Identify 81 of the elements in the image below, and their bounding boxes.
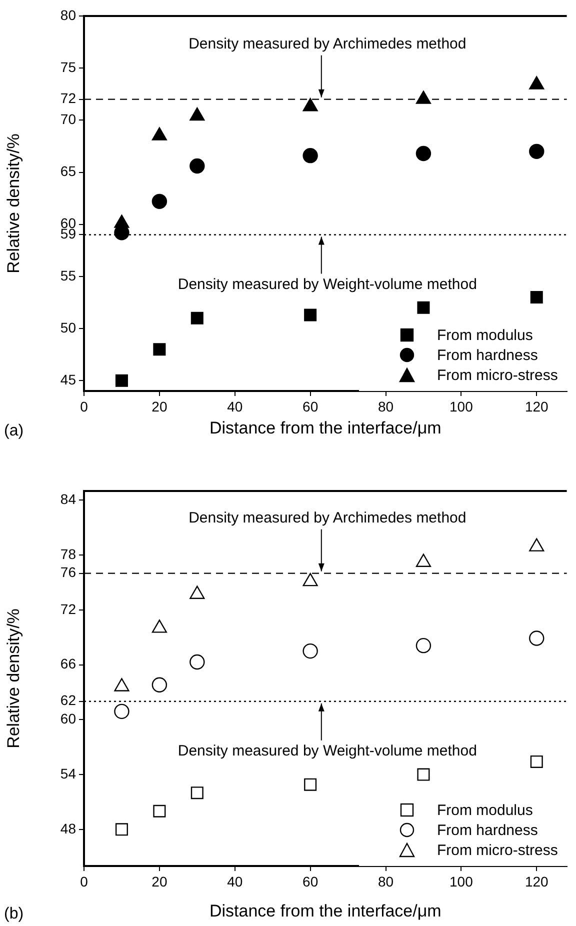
y-axis-title: Relative density/%: [4, 134, 23, 274]
point: [190, 107, 205, 121]
legend-label: From micro-stress: [437, 366, 558, 384]
point: [529, 630, 544, 646]
point: [302, 572, 318, 586]
y-tick-label: 62: [60, 692, 76, 708]
x-tick-label: 80: [378, 873, 394, 890]
x-tick-label: 100: [450, 873, 474, 890]
y-tick-label: 45: [60, 371, 76, 388]
y-tick-label: 54: [60, 765, 76, 782]
ref-line-label: Density measured by Weight-volume method: [178, 742, 477, 760]
point: [529, 538, 544, 552]
x-tick-label: 20: [152, 398, 168, 414]
y-tick-label: 80: [60, 6, 76, 23]
y-tick-label: 50: [60, 319, 76, 336]
x-tick-label: 60: [302, 398, 318, 414]
point: [114, 704, 130, 720]
point: [152, 194, 168, 210]
legend-label: From modulus: [437, 802, 533, 818]
point: [153, 804, 166, 818]
point: [530, 290, 543, 304]
x-tick-label: 0: [80, 873, 88, 890]
x-tick-label: 120: [524, 873, 549, 890]
point: [302, 98, 318, 112]
legend-label: From hardness: [437, 822, 538, 838]
y-tick-label: 84: [60, 491, 76, 508]
y-tick-label: 65: [60, 163, 76, 180]
x-tick-label: 40: [227, 398, 243, 414]
point: [416, 638, 432, 654]
y-tick-label: 72: [60, 90, 76, 106]
y-tick-label: 75: [60, 58, 76, 75]
point: [529, 144, 544, 160]
y-tick-label: 70: [60, 111, 76, 128]
text: (b): [4, 905, 24, 922]
point: [529, 76, 544, 90]
point: [417, 301, 430, 314]
ref-line-label: Density measured by Archimedes method: [188, 509, 466, 526]
ref-line-label: Density measured by Weight-volume method: [178, 276, 477, 293]
point: [190, 654, 205, 670]
x-tick-label: 40: [227, 873, 243, 890]
point: [115, 823, 128, 836]
y-tick-label: 76: [60, 564, 76, 580]
y-tick-label: 72: [60, 600, 76, 617]
x-tick-label: 20: [152, 873, 168, 890]
point: [302, 148, 318, 164]
point: [115, 374, 128, 387]
point: [304, 308, 317, 322]
point: [153, 343, 166, 356]
y-tick-label: 78: [60, 546, 76, 562]
x-tick-label: 0: [80, 398, 88, 414]
y-tick-label: 48: [60, 820, 76, 836]
ref-line-label: Density measured by Archimedes method: [188, 35, 466, 52]
point: [530, 755, 543, 768]
x-tick-label: 80: [378, 398, 394, 414]
point: [152, 620, 167, 633]
point: [114, 678, 130, 692]
x-tick-label: 60: [302, 873, 318, 890]
y-tick-label: 66: [60, 656, 76, 672]
point: [416, 90, 431, 104]
text: (a): [4, 422, 24, 440]
point: [190, 158, 205, 174]
point: [416, 146, 432, 162]
point: [304, 778, 317, 791]
x-tick-label: 100: [450, 398, 474, 414]
point: [417, 768, 430, 781]
point: [190, 312, 204, 324]
x-axis-title: Distance from the interface/μm: [209, 418, 442, 438]
x-axis-title: Distance from the interface/μm: [209, 901, 442, 920]
point: [416, 554, 431, 567]
point: [302, 643, 318, 659]
point: [152, 127, 167, 140]
point: [152, 677, 168, 693]
y-tick-label: 60: [60, 710, 76, 727]
legend-label: From micro-stress: [437, 842, 558, 858]
legend-label: From hardness: [437, 346, 538, 364]
y-axis-title: Relative density/%: [4, 608, 23, 748]
point: [190, 586, 205, 599]
point: [190, 786, 204, 800]
x-tick-label: 120: [524, 398, 549, 414]
legend-label: From modulus: [437, 326, 533, 344]
y-tick-label: 55: [60, 267, 76, 284]
